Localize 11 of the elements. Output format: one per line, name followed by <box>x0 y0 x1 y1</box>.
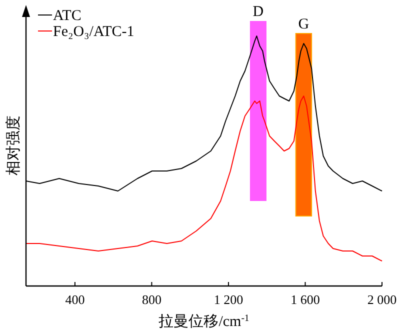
legend-label: ATC <box>53 8 82 24</box>
legend-label: Fe₂O₃/ATC-1 <box>53 24 134 40</box>
x-tick-label: 1 200 <box>214 292 244 307</box>
band-label: G <box>298 16 310 32</box>
x-tick-label: 1 600 <box>290 292 320 307</box>
x-tick-label: 2 000 <box>367 292 397 307</box>
y-axis-title: 相对强度 <box>5 116 22 176</box>
band-label: D <box>252 4 264 20</box>
x-tick-label: 800 <box>142 292 162 307</box>
x-axis-title: 拉曼位移/cm$^{-1}$ <box>158 312 250 330</box>
x-tick-label: 400 <box>65 292 85 307</box>
